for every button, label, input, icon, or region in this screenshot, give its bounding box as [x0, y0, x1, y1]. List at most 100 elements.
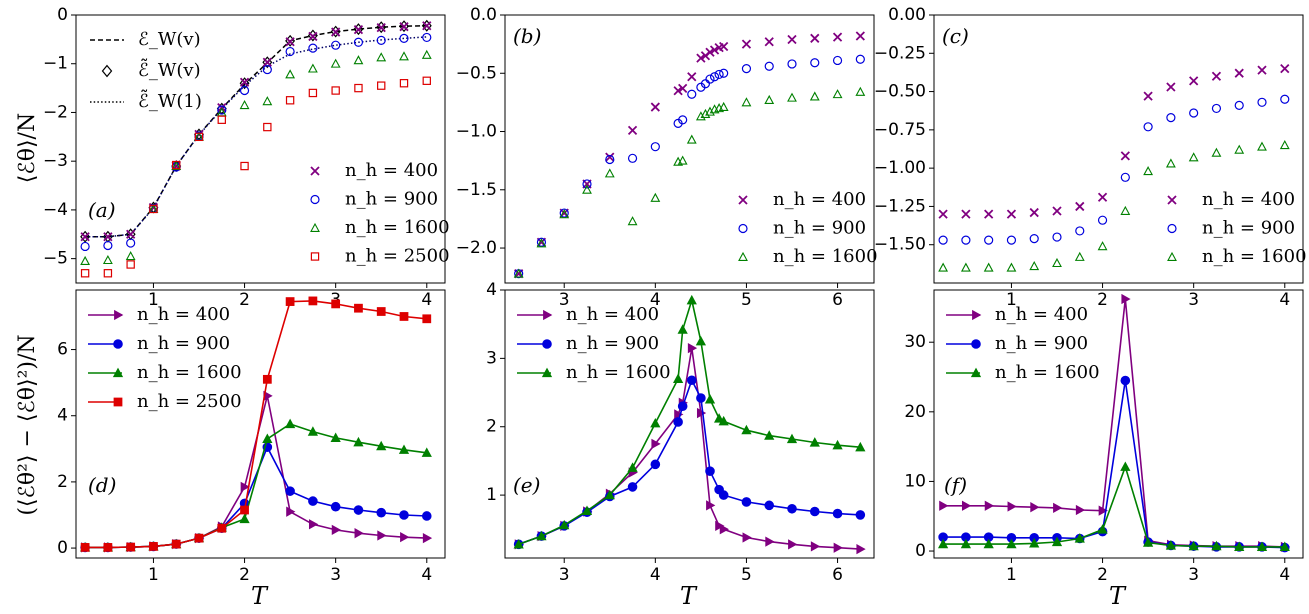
axes-frame-e	[504, 289, 875, 559]
data-point-f-1	[1120, 375, 1131, 386]
data-point-a-3	[263, 122, 272, 132]
data-point-b-1	[700, 79, 711, 89]
bottom-row-y-label: (⟨ℰθ²⟩ − ⟨ℰθ⟩²)/N	[15, 334, 40, 515]
series-d-0	[81, 390, 433, 553]
data-point-e-0	[706, 500, 716, 511]
data-point-a-2	[330, 58, 341, 68]
data-point-b-2	[764, 94, 775, 105]
data-point-d-1	[399, 510, 409, 520]
data-point-d-1	[330, 501, 341, 512]
data-point-b-1	[714, 69, 724, 80]
y-tick-label-c: −1.00	[874, 158, 926, 178]
data-point-b-2	[686, 134, 697, 144]
axes-frame-d	[75, 289, 446, 559]
data-point-c-0	[1280, 63, 1290, 74]
series-line-e-1	[518, 378, 861, 546]
legend-marker-a	[310, 194, 320, 205]
series-c-2	[938, 140, 1290, 272]
x-tick-label-c: 2	[1097, 290, 1108, 310]
data-point-b-2	[855, 86, 866, 96]
data-point-b-2	[718, 101, 729, 112]
x-tick-label-c: 3	[1188, 290, 1199, 310]
data-point-c-1	[1280, 94, 1290, 104]
data-point-c-0	[1257, 65, 1267, 75]
data-point-c-2	[1234, 144, 1245, 154]
data-point-a-0	[80, 232, 90, 242]
legend-marker-e	[542, 339, 552, 349]
data-point-c-1	[961, 235, 971, 245]
data-point-d-3	[331, 299, 341, 309]
data-point-a-2	[307, 63, 318, 73]
data-point-e-0	[742, 532, 752, 543]
legend-marker-c	[1167, 251, 1177, 261]
data-point-a-3	[217, 115, 226, 124]
data-point-b-2	[695, 111, 706, 121]
legend-marker-d	[113, 397, 123, 407]
x-tick-label-b: 6	[832, 290, 843, 310]
legend-label-c: n_h = 900	[1202, 218, 1295, 239]
data-point-b-0	[687, 72, 697, 82]
data-point-f-2	[1074, 533, 1085, 543]
legend-e: n_h = 400 n_h = 900 n_h = 1600	[517, 304, 671, 383]
legend-label-f: n_h = 400	[995, 304, 1088, 325]
panel-label-e: (e)	[513, 473, 540, 497]
data-point-c-1	[1097, 215, 1108, 225]
data-point-c-2	[1052, 257, 1062, 268]
data-point-e-1	[650, 459, 661, 470]
data-point-e-0	[856, 543, 866, 555]
panel-e: 3 4 5 6 1 2 3 4 (e) n_h = 400 n_h = 900 n_h = 1600	[486, 280, 875, 585]
data-point-a-0	[262, 57, 272, 67]
data-point-d-3	[262, 374, 272, 384]
data-point-e-2	[513, 538, 524, 549]
y-tick-label-b: −1.5	[456, 180, 497, 200]
data-point-b-0	[764, 37, 774, 47]
data-point-b-2	[513, 268, 524, 278]
panel-f: 1 2 3 4 0 10 20 30 (f) n_h = 400 n_h = 900 n_h = 16…	[904, 289, 1304, 585]
data-point-d-2	[353, 436, 364, 447]
data-point-e-2	[672, 373, 684, 383]
data-point-c-2	[1188, 152, 1199, 162]
y-tick-label-d: 6	[57, 340, 68, 360]
data-point-a-0	[285, 37, 295, 47]
x-tick-label-c: 4	[1279, 290, 1290, 310]
data-point-b-1	[810, 58, 820, 68]
legend-label-e: n_h = 900	[566, 333, 659, 354]
data-point-b-1	[582, 179, 592, 189]
data-point-f-2	[1279, 541, 1290, 551]
data-point-c-1	[1166, 113, 1176, 123]
legend-marker-f	[970, 367, 982, 378]
y-tick-label-c: −1.25	[874, 196, 926, 216]
series-b-1	[514, 54, 865, 279]
data-point-d-0	[308, 519, 319, 530]
data-point-f-0	[1121, 293, 1131, 305]
data-point-f-2	[960, 538, 972, 549]
data-point-f-2	[1256, 541, 1268, 551]
data-point-c-0	[1189, 76, 1199, 86]
data-point-f-2	[1188, 540, 1199, 551]
x-tick-label-c: 1	[1006, 290, 1017, 310]
data-point-b-1	[719, 68, 729, 78]
data-point-e-1	[673, 417, 683, 427]
y-tick-label-f: 20	[904, 402, 926, 422]
data-point-d-2	[376, 440, 387, 451]
x-tick-label-d: 4	[421, 565, 432, 585]
x-axis-label-col3: T	[1109, 582, 1127, 610]
y-tick-label-c: −0.50	[874, 82, 926, 102]
reference-line-2	[85, 36, 427, 238]
data-point-a-1	[422, 32, 432, 43]
data-point-e-2	[650, 417, 661, 428]
data-point-b-2	[787, 92, 797, 102]
series-line-e-2	[518, 297, 861, 546]
legend-label-a: n_h = 2500	[345, 246, 450, 267]
data-point-d-2	[262, 433, 273, 444]
data-point-b-0	[855, 31, 865, 41]
data-point-e-0	[687, 342, 698, 354]
data-point-a-1	[80, 241, 90, 252]
data-point-f-0	[1030, 502, 1040, 513]
x-tick-label-f: 1	[1006, 565, 1017, 585]
data-point-a-0	[308, 31, 318, 42]
data-point-c-1	[1143, 122, 1153, 132]
data-point-b-2	[627, 216, 638, 226]
data-point-b-0	[810, 33, 820, 43]
series-line-f-2	[943, 464, 1285, 548]
